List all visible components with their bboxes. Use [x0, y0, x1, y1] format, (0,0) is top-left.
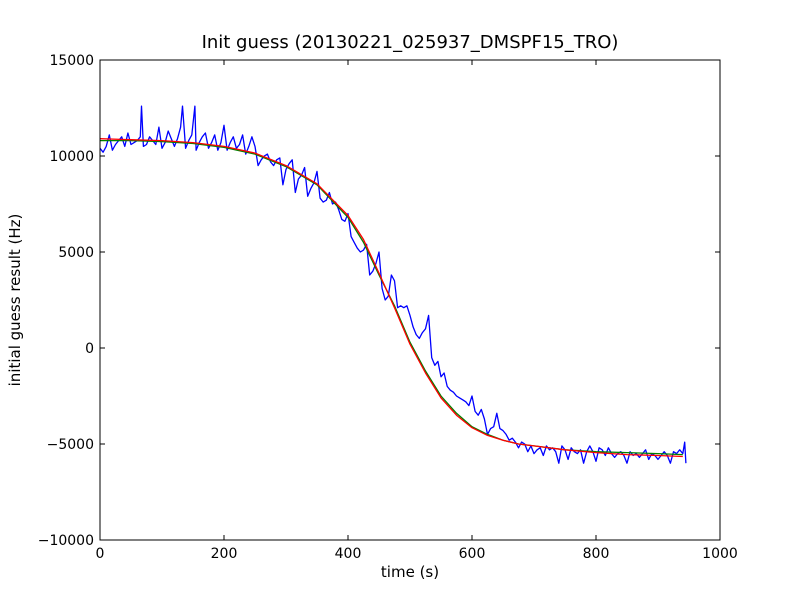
- chart-title: Init guess (20130221_025937_DMSPF15_TRO): [202, 32, 619, 53]
- plot-frame: [99, 59, 721, 541]
- x-tick-label: 1000: [702, 546, 738, 562]
- x-tick-label: 0: [96, 546, 105, 562]
- x-axis-label: time (s): [381, 563, 439, 581]
- tick-layer: 0 200 400 600 800 1000 −10000 −5000 0 5000 10000 15…: [38, 53, 738, 562]
- x-tick-label: 200: [211, 546, 238, 562]
- x-tick-label: 600: [459, 546, 486, 562]
- y-axis-label: initial guess result (Hz): [6, 214, 24, 387]
- y-tick-label: −5000: [47, 437, 94, 453]
- y-tick-label: −10000: [38, 533, 94, 549]
- x-tick-label: 800: [583, 546, 610, 562]
- x-tick-label: 400: [335, 546, 362, 562]
- y-tick-label: 10000: [49, 149, 94, 165]
- y-tick-label: 0: [85, 341, 94, 357]
- y-tick-label: 15000: [49, 53, 94, 69]
- series-layer: [99, 105, 687, 464]
- series-line-1: [99, 105, 687, 464]
- series-line-2: [100, 139, 683, 456]
- series-line-3: [99, 138, 683, 458]
- y-tick-label: 5000: [58, 245, 94, 261]
